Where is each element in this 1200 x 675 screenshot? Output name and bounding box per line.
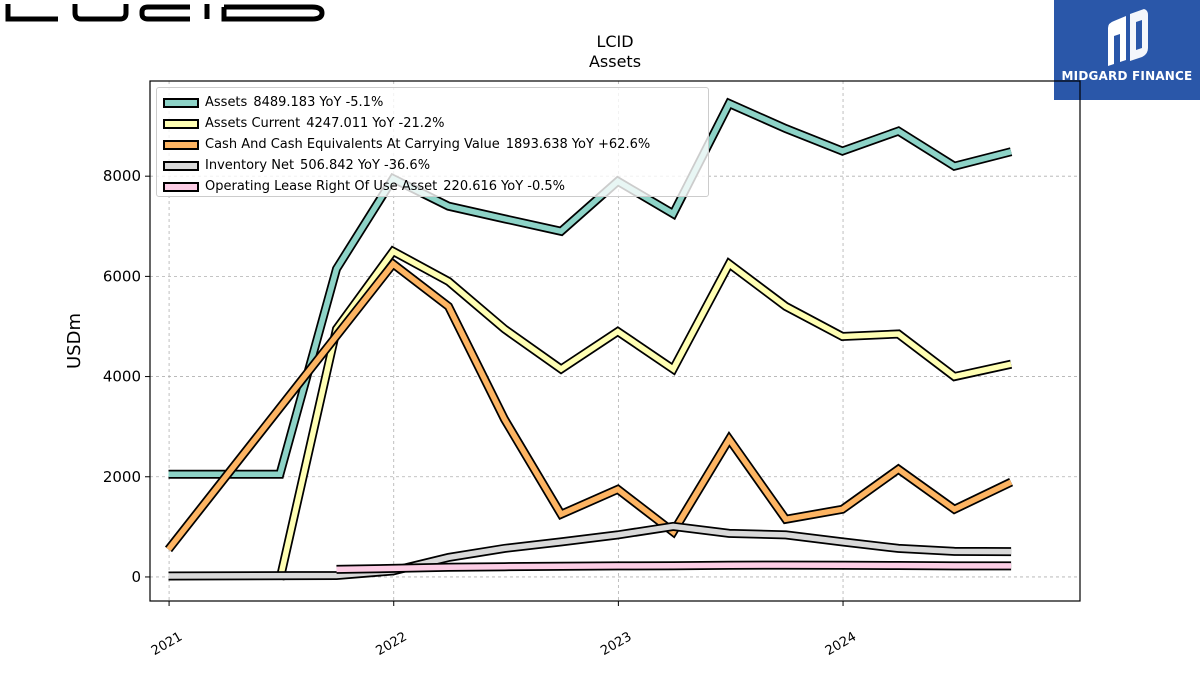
series-line (277, 247, 1012, 581)
legend-series-yoy: YoY -21.2% (372, 116, 445, 131)
x-tick-label: 2022 (374, 629, 410, 659)
chart-title-block: LCID Assets (150, 32, 1080, 72)
legend-series-name: Inventory Net (205, 158, 295, 173)
legend-series-value: 220.616 (443, 179, 498, 194)
midgard-logo-icon (1108, 9, 1148, 66)
legend-item: Operating Lease Right Of Use Asset 220.61… (163, 176, 708, 197)
legend-series-yoy: YoY -36.6% (357, 158, 431, 173)
legend-series-yoy: YoY -5.1% (319, 95, 384, 110)
legend-item: Assets 8489.183 YoY -5.1% (163, 92, 708, 113)
y-axis: 0 2000 4000 6000 8000 (103, 167, 150, 586)
chart-legend: Assets 8489.183 YoY -5.1% Assets Current 424… (156, 87, 709, 197)
chart-subtitle: Assets (588, 52, 642, 71)
x-tick-label: 2021 (149, 629, 185, 659)
chart-title: LCID (596, 32, 634, 51)
legend-swatch (163, 160, 199, 171)
legend-swatch (163, 181, 199, 192)
x-tick-label: 2023 (598, 629, 634, 659)
legend-series-name: Assets Current (205, 116, 301, 131)
y-tick-label: 4000 (103, 368, 141, 386)
legend-series-value: 4247.011 (306, 116, 369, 131)
lucid-logo (5, 4, 325, 22)
legend-swatch (163, 97, 199, 108)
series-line (336, 562, 1012, 573)
y-tick-label: 8000 (103, 167, 141, 185)
badge-text: MIDGARD FINANCE (1061, 69, 1193, 83)
y-tick-label: 6000 (103, 267, 141, 285)
plot-area-frame (149, 80, 1081, 602)
legend-item: Cash And Cash Equivalents At Carrying Va… (163, 134, 708, 155)
y-tick-label: 2000 (103, 468, 141, 486)
y-axis-label: USDm (64, 313, 85, 369)
legend-item: Inventory Net 506.842 YoY -36.6% (163, 155, 708, 176)
y-tick-label: 0 (131, 568, 141, 586)
legend-series-name: Cash And Cash Equivalents At Carrying Va… (205, 137, 500, 152)
legend-item: Assets Current 4247.011 YoY -21.2% (163, 113, 708, 134)
midgard-finance-badge: MIDGARD FINANCE (1054, 0, 1200, 100)
legend-swatch (163, 118, 199, 129)
legend-series-name: Operating Lease Right Of Use Asset (205, 179, 438, 194)
legend-swatch (163, 139, 199, 150)
legend-series-yoy: YoY +62.6% (571, 137, 651, 152)
series-line (166, 260, 1013, 552)
x-axis: 2021 2022 2023 2024 (149, 601, 859, 659)
x-tick-label: 2024 (823, 629, 859, 659)
series-4 (336, 560, 1012, 574)
legend-series-yoy: YoY -0.5% (501, 179, 566, 194)
legend-series-value: 506.842 (300, 158, 354, 173)
legend-series-value: 8489.183 (253, 95, 316, 110)
legend-series-value: 1893.638 (505, 137, 568, 152)
series-1 (275, 245, 1013, 581)
legend-series-name: Assets (205, 95, 248, 110)
series-2 (164, 257, 1014, 553)
